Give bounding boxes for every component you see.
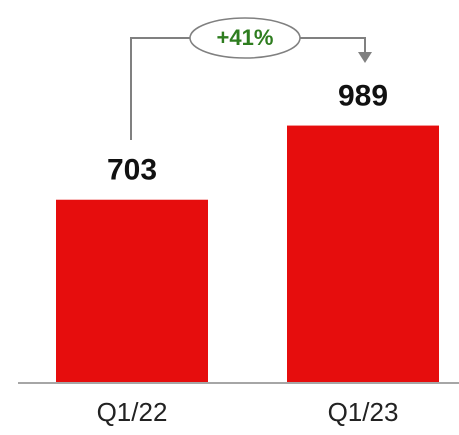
bar — [56, 199, 208, 382]
annotation-arrowhead — [358, 52, 372, 63]
annotation-bracket-right — [300, 37, 366, 52]
annotation-bubble — [189, 17, 301, 59]
annotation-bracket-left — [130, 37, 190, 140]
x-tick-label: Q1/22 — [97, 397, 168, 427]
data-label: 703 — [107, 154, 157, 187]
data-label: 989 — [338, 79, 388, 112]
bar — [287, 125, 439, 382]
x-tick-label: Q1/23 — [328, 397, 399, 427]
annotation-text: +41% — [217, 25, 274, 50]
